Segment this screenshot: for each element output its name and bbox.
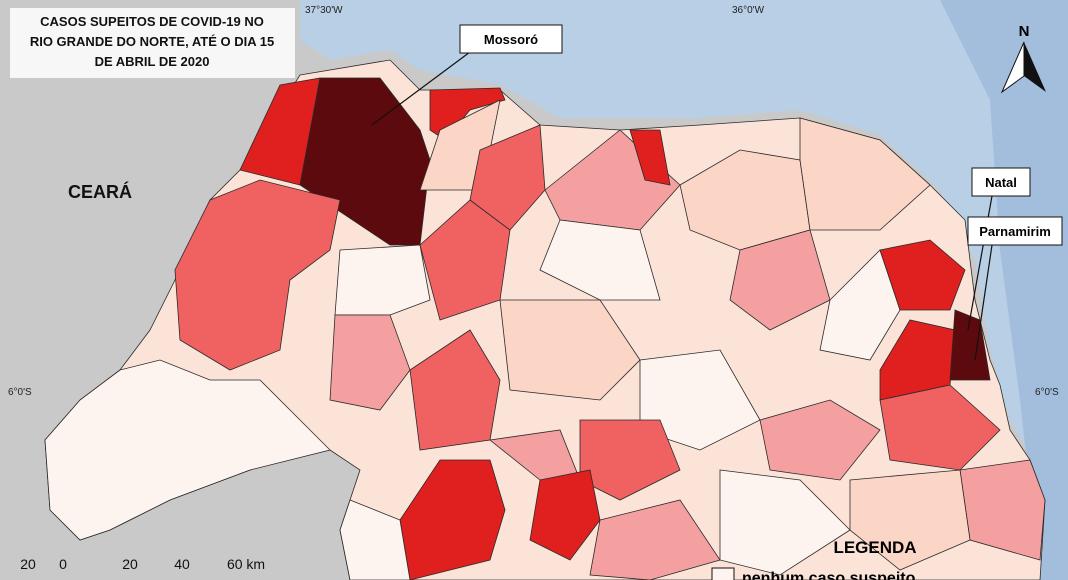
- deep-sea: [940, 0, 1068, 580]
- municipality: [799, 117, 931, 231]
- north-label: N: [1019, 23, 1030, 40]
- graticule-label: 36°0'W: [732, 5, 765, 16]
- callout-box: [967, 216, 1063, 246]
- legend-swatch: [711, 567, 735, 580]
- municipality: [339, 499, 411, 580]
- municipality: [579, 419, 681, 501]
- scale-label: 20: [122, 556, 138, 572]
- graticule-label: 6°0'S: [8, 387, 32, 398]
- municipality: [719, 469, 851, 576]
- north-arrow: [1000, 41, 1025, 94]
- municipality: [419, 199, 511, 321]
- graticule-label: 37°30'W: [305, 5, 343, 16]
- municipality: [529, 469, 601, 561]
- municipality: [849, 469, 971, 571]
- municipality: [639, 349, 761, 451]
- scale-label: 0: [59, 556, 67, 572]
- callout-label: Natal: [985, 175, 1017, 190]
- municipality: [879, 384, 1001, 471]
- callout-box: [971, 167, 1031, 197]
- municipality: [819, 249, 901, 361]
- title-line: CASOS SUPEITOS DE COVID-19 NO: [40, 14, 264, 29]
- municipality: [44, 359, 331, 541]
- municipality: [729, 229, 831, 331]
- legend-title: LEGENDA: [833, 538, 916, 557]
- scale-label: 60 km: [227, 556, 265, 572]
- municipality: [329, 314, 411, 411]
- scale-label: 40: [174, 556, 190, 572]
- municipality: [409, 329, 501, 451]
- callout-line: [974, 244, 993, 361]
- municipality: [589, 499, 721, 580]
- north-arrow: [1024, 42, 1046, 92]
- callout-box: [459, 24, 563, 54]
- title-box: [10, 8, 295, 78]
- municipality: [469, 124, 546, 231]
- scale-label: 20: [20, 556, 36, 572]
- callout-label: Parnamirim: [979, 224, 1051, 239]
- state: [44, 59, 1046, 580]
- callout-line: [371, 51, 471, 126]
- municipality: [334, 244, 431, 316]
- municipality: [539, 219, 661, 301]
- municipality: [629, 129, 671, 186]
- municipality: [759, 399, 881, 481]
- municipality: [499, 299, 641, 401]
- state-label: CEARÁ: [68, 181, 132, 202]
- title-line: DE ABRIL DE 2020: [95, 54, 210, 69]
- legend-item: nenhum caso suspeito: [742, 570, 916, 580]
- municipality: [879, 239, 966, 311]
- title-line: RIO GRANDE DO NORTE, ATÉ O DIA 15: [30, 34, 274, 49]
- municipality: [174, 179, 341, 371]
- graticule-label: 6°0'S: [1035, 387, 1059, 398]
- callout-label: Mossoró: [484, 32, 538, 47]
